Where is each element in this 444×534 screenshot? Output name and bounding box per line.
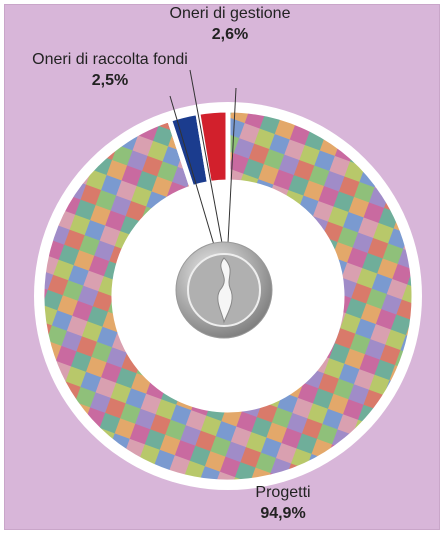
leader-line xyxy=(227,87,237,244)
value-label: 94,9% xyxy=(260,505,306,522)
slice-label: Oneri di gestione 2,6% xyxy=(145,3,315,45)
category-label: Oneri di raccolta fondi xyxy=(32,51,188,68)
value-label: 2,6% xyxy=(211,26,249,43)
leader-line xyxy=(189,69,223,244)
leader-line xyxy=(169,95,215,246)
slice-label: Progetti 94,9% xyxy=(198,482,368,524)
slice-label: Oneri di raccolta fondi 2,5% xyxy=(25,49,195,91)
value-label: 2,5% xyxy=(91,72,129,89)
category-label: Progetti xyxy=(255,484,311,501)
category-label: Oneri di gestione xyxy=(169,5,291,22)
logo-flame xyxy=(217,257,233,324)
